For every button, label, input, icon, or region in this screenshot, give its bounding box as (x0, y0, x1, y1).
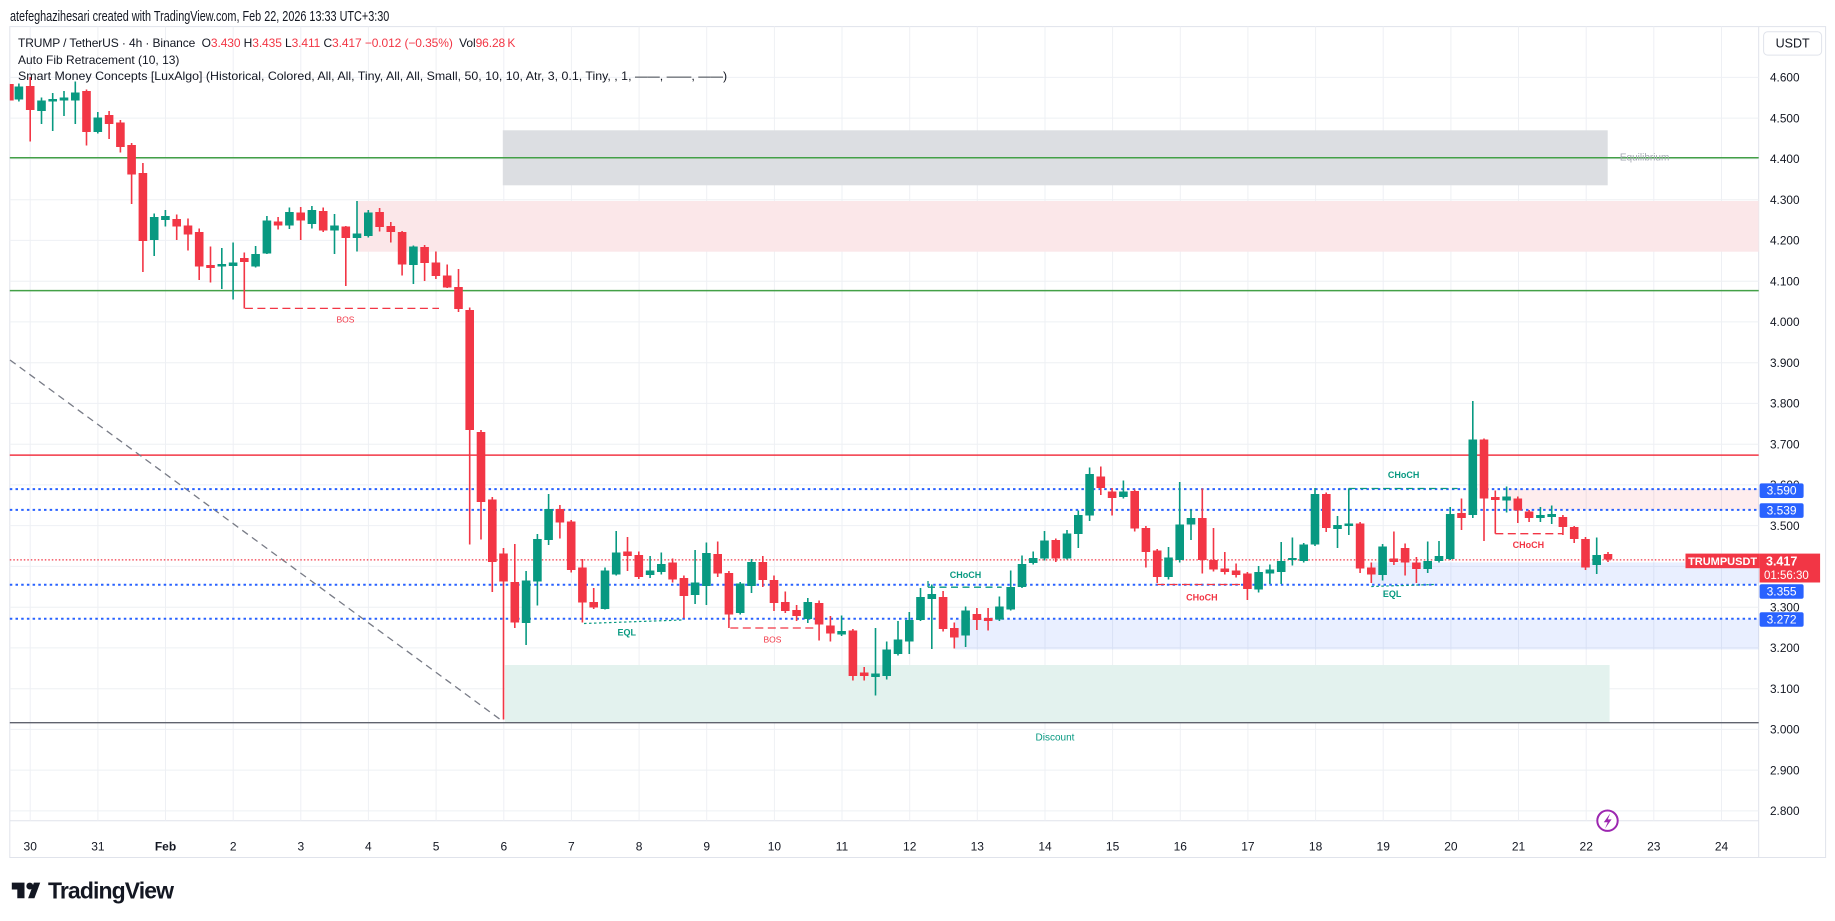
svg-text:9: 9 (703, 840, 710, 854)
svg-text:4.100: 4.100 (1770, 274, 1800, 288)
svg-text:11: 11 (836, 840, 849, 854)
svg-text:4: 4 (365, 840, 372, 854)
svg-text:4.400: 4.400 (1770, 152, 1800, 166)
svg-text:31: 31 (91, 840, 105, 854)
svg-text:3.300: 3.300 (1770, 600, 1800, 614)
svg-text:8: 8 (636, 840, 643, 854)
svg-text:15: 15 (1106, 840, 1120, 854)
svg-text:CHoCH: CHoCH (1388, 470, 1420, 480)
svg-text:4.200: 4.200 (1770, 234, 1800, 248)
svg-text:3: 3 (297, 840, 304, 854)
svg-text:6: 6 (500, 840, 507, 854)
svg-text:18: 18 (1309, 840, 1323, 854)
svg-text:EQL: EQL (618, 627, 637, 637)
svg-text:24: 24 (1715, 840, 1729, 854)
svg-text:3.355: 3.355 (1767, 585, 1797, 599)
svg-text:12: 12 (903, 840, 917, 854)
svg-text:3.100: 3.100 (1770, 682, 1800, 696)
svg-text:21: 21 (1512, 840, 1526, 854)
svg-text:16: 16 (1174, 840, 1188, 854)
svg-text:BOS: BOS (337, 315, 355, 325)
svg-text:17: 17 (1241, 840, 1255, 854)
svg-text:7: 7 (568, 840, 575, 854)
svg-text:Discount: Discount (1036, 733, 1075, 744)
svg-text:3.200: 3.200 (1770, 641, 1800, 655)
svg-text:01:56:30: 01:56:30 (1764, 570, 1809, 582)
svg-text:Equilibrium: Equilibrium (1620, 153, 1669, 164)
svg-text:3.000: 3.000 (1770, 723, 1800, 737)
svg-text:3.272: 3.272 (1767, 613, 1797, 627)
svg-text:3.800: 3.800 (1770, 397, 1800, 411)
svg-text:3.539: 3.539 (1767, 504, 1797, 518)
svg-text:30: 30 (24, 840, 38, 854)
svg-text:EQL: EQL (1383, 589, 1402, 599)
svg-text:USDT: USDT (1776, 37, 1810, 51)
svg-text:23: 23 (1647, 840, 1661, 854)
svg-text:20: 20 (1444, 840, 1458, 854)
svg-text:3.590: 3.590 (1767, 484, 1797, 498)
svg-text:2.800: 2.800 (1770, 804, 1800, 818)
svg-text:4.000: 4.000 (1770, 315, 1800, 329)
svg-text:TRUMPUSDT: TRUMPUSDT (1688, 556, 1757, 568)
svg-text:22: 22 (1580, 840, 1594, 854)
svg-text:10: 10 (768, 840, 782, 854)
svg-text:Feb: Feb (155, 840, 176, 854)
svg-text:5: 5 (433, 840, 440, 854)
svg-text:CHoCH: CHoCH (1186, 592, 1218, 602)
svg-text:3.500: 3.500 (1770, 519, 1800, 533)
svg-text:BOS: BOS (764, 635, 782, 645)
svg-text:2.900: 2.900 (1770, 763, 1800, 777)
svg-text:CHoCH: CHoCH (950, 570, 982, 580)
svg-text:3.417: 3.417 (1766, 555, 1797, 569)
svg-text:13: 13 (971, 840, 985, 854)
svg-text:TradingView: TradingView (48, 878, 174, 904)
svg-text:3.700: 3.700 (1770, 437, 1800, 451)
svg-text:19: 19 (1377, 840, 1391, 854)
svg-text:4.600: 4.600 (1770, 71, 1800, 85)
svg-text:2: 2 (230, 840, 237, 854)
svg-text:3.900: 3.900 (1770, 356, 1800, 370)
svg-text:14: 14 (1038, 840, 1052, 854)
svg-text:4.500: 4.500 (1770, 111, 1800, 125)
svg-text:4.300: 4.300 (1770, 193, 1800, 207)
svg-text:CHoCH: CHoCH (1513, 540, 1545, 550)
